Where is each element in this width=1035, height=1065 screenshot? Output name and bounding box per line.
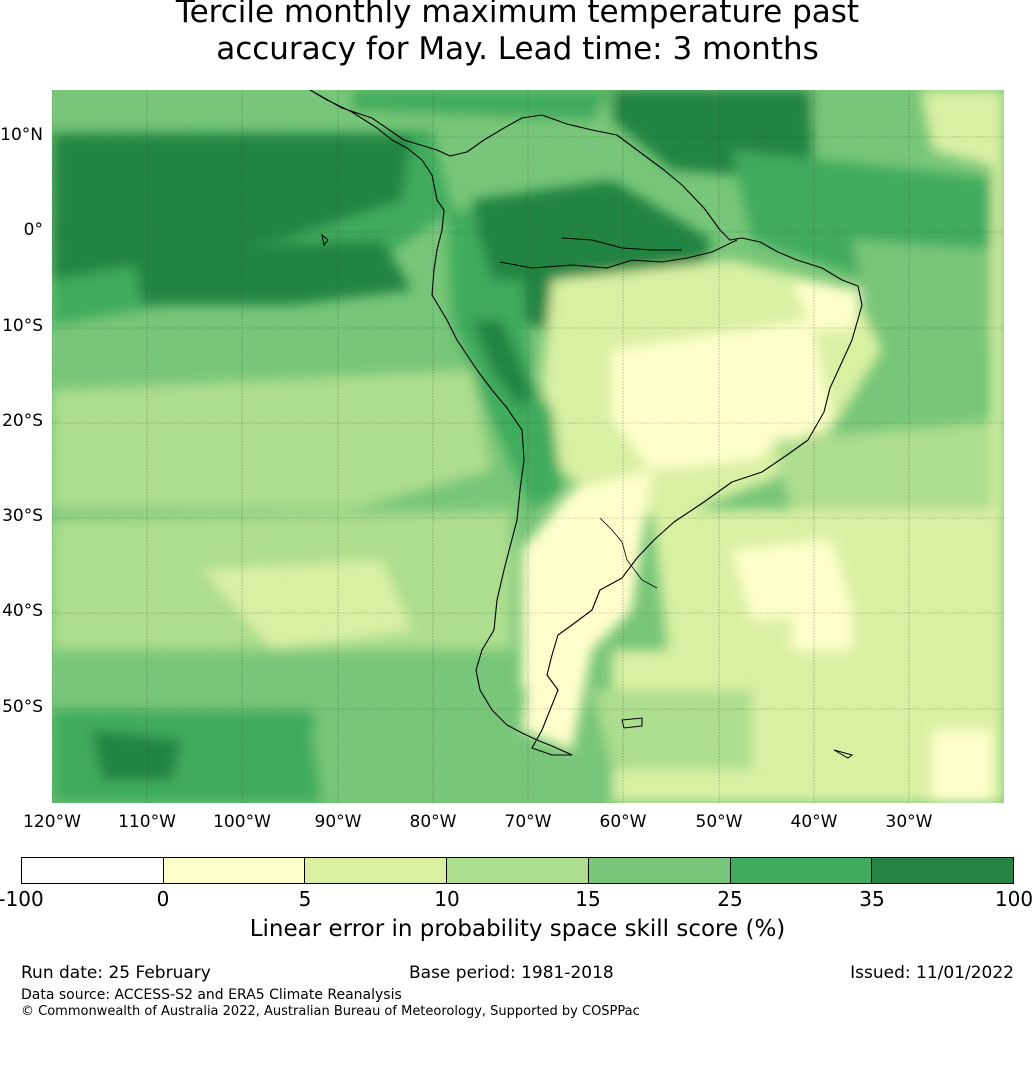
south-america-coastline xyxy=(309,90,863,756)
colorbar-segment xyxy=(872,858,1014,883)
run-date: Run date: 25 February xyxy=(21,963,211,983)
colorbar-tick: 25 xyxy=(717,887,743,911)
issued-date: Issued: 11/01/2022 xyxy=(850,963,1014,983)
colorbar-label: Linear error in probability space skill … xyxy=(249,916,786,942)
lat-label-30s: 30°S xyxy=(2,506,43,526)
colorbar-segment xyxy=(163,858,306,883)
colorbar xyxy=(21,857,1014,884)
colorbar-segment xyxy=(22,858,164,883)
lat-label-10s: 10°S xyxy=(2,316,43,336)
base-period: Base period: 1981-2018 xyxy=(409,963,614,983)
map-title: Tercile monthly maximum temperature past… xyxy=(0,0,1035,68)
lon-label-40w: 40°W xyxy=(790,812,838,832)
lon-label-80w: 80°W xyxy=(409,812,457,832)
map-canvas xyxy=(52,90,1004,803)
data-source: Data source: ACCESS-S2 and ERA5 Climate … xyxy=(21,987,402,1003)
colorbar-tick: -100 xyxy=(0,887,44,911)
colorbar-segment xyxy=(730,858,873,883)
title-line-1: Tercile monthly maximum temperature past xyxy=(175,0,860,30)
colorbar-tick: 0 xyxy=(156,887,170,911)
lat-label-0: 0° xyxy=(23,220,43,240)
lon-label-50w: 50°W xyxy=(695,812,743,832)
colorbar-tick: 35 xyxy=(859,887,885,911)
lat-label-10n: 10°N xyxy=(0,125,43,145)
colorbar-segment xyxy=(447,858,589,883)
copyright: © Commonwealth of Australia 2022, Austra… xyxy=(21,1004,640,1019)
lat-label-20s: 20°S xyxy=(2,411,43,431)
lon-label-60w: 60°W xyxy=(599,812,647,832)
lon-label-90w: 90°W xyxy=(314,812,362,832)
skill-score-map xyxy=(52,90,1004,803)
lon-label-120w: 120°W xyxy=(23,812,81,832)
colorbar-segment xyxy=(588,858,731,883)
title-line-2: accuracy for May. Lead time: 3 months xyxy=(216,31,819,67)
colorbar-segment xyxy=(305,858,448,883)
lon-label-70w: 70°W xyxy=(504,812,552,832)
lon-label-100w: 100°W xyxy=(213,812,271,832)
lat-label-50s: 50°S xyxy=(2,697,43,717)
colorbar-tick: 100 xyxy=(994,887,1034,911)
lon-label-110w: 110°W xyxy=(118,812,176,832)
colorbar-tick: 5 xyxy=(298,887,312,911)
colorbar-tick: 15 xyxy=(575,887,601,911)
colorbar-tick: 10 xyxy=(434,887,460,911)
lon-label-30w: 30°W xyxy=(885,812,933,832)
lat-label-40s: 40°S xyxy=(2,601,43,621)
map-graticule xyxy=(52,90,1004,803)
